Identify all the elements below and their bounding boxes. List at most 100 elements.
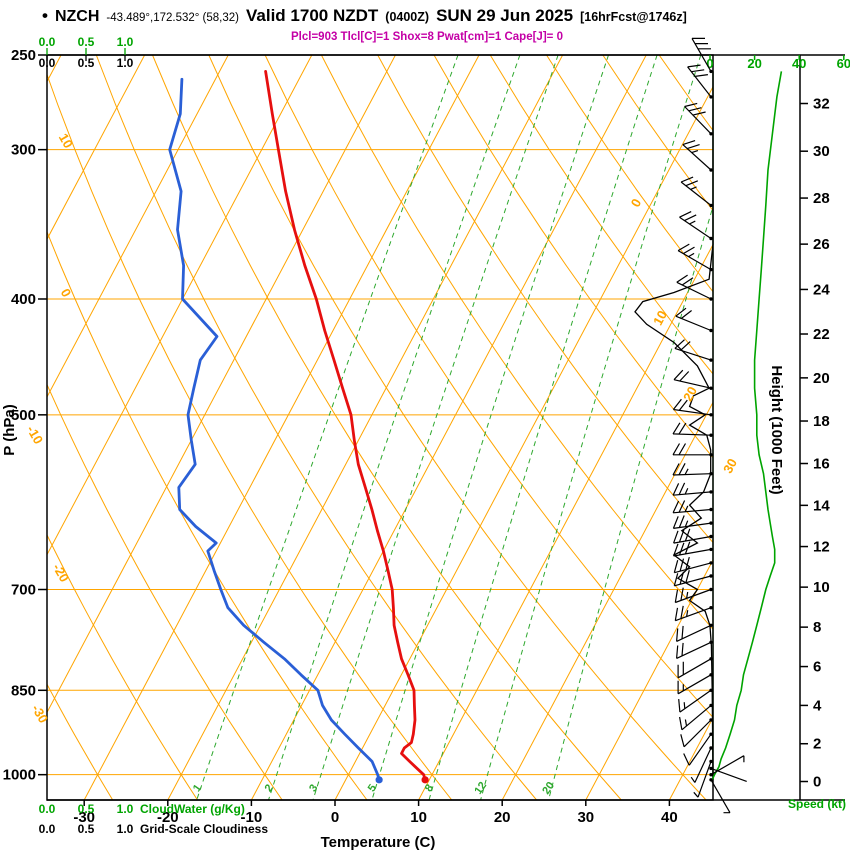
- height-tick-label: 14: [813, 497, 830, 514]
- wind-barb: [710, 755, 745, 776]
- adiabat-label: -20: [50, 561, 72, 585]
- wind-barb: [678, 689, 712, 713]
- pressure-tick-label: 400: [11, 291, 36, 308]
- wind-barb-origin: [709, 657, 713, 661]
- wind-speed-curve: [711, 71, 783, 781]
- height-axis-title: Height (1000 Feet): [768, 365, 785, 494]
- wind-barb-origin: [709, 547, 713, 552]
- temp-tick-label: 0: [331, 809, 339, 826]
- wind-barb: [677, 674, 712, 695]
- height-tick-label: 8: [813, 619, 821, 636]
- height-tick-label: 26: [813, 236, 830, 253]
- wind-barb: [690, 747, 712, 783]
- wind-barb: [673, 556, 712, 574]
- temperature-curve: [264, 70, 427, 782]
- height-tick-label: 28: [813, 190, 830, 207]
- wind-barb: [710, 767, 747, 782]
- mixing-ratio-label: 5: [366, 782, 379, 794]
- plot-frame: [46, 54, 845, 801]
- background-grid: [47, 55, 713, 800]
- wind-barb: [677, 658, 712, 679]
- wind-barb: [672, 515, 712, 529]
- wind-barb-origin: [709, 521, 713, 525]
- wind-barb: [680, 176, 712, 206]
- wind-barb-origin: [709, 606, 713, 610]
- height-tick-label: 6: [813, 659, 821, 676]
- valid-time-z: (0400Z): [385, 10, 430, 24]
- wind-barb-origin: [709, 587, 713, 592]
- speed-tick-label: 60: [837, 56, 850, 71]
- speed-tick-label: 0: [706, 56, 713, 71]
- wind-barb: [676, 274, 712, 300]
- pressure-tick-label: 850: [11, 682, 36, 699]
- dewpoint-curve: [168, 77, 381, 782]
- header-title: • NZCH -43.489°,172.532° (58,32) Valid 1…: [42, 6, 687, 26]
- wind-barb-origin: [709, 773, 713, 777]
- wind-barb: [677, 243, 712, 271]
- wind-barb: [710, 779, 731, 814]
- cloudwater-scale-bottom: 0.5: [78, 802, 95, 816]
- cloudwater-scale-top: 1.0: [117, 35, 134, 49]
- speed-tick-label: 20: [747, 56, 761, 71]
- wind-barb-origin: [709, 507, 713, 512]
- wind-barb: [684, 102, 712, 135]
- wind-barb: [672, 482, 712, 496]
- mixing-ratio-label: 8: [423, 782, 436, 794]
- station-id: NZCH: [54, 8, 100, 25]
- adiabat-label: 0: [58, 286, 75, 300]
- height-tick-label: 30: [813, 143, 830, 160]
- wind-barb: [693, 761, 712, 798]
- station-coords: -43.489°,172.532° (58,32): [106, 12, 239, 24]
- cloudwater-scale-top: 0.5: [78, 35, 95, 49]
- wind-barb-origin: [709, 358, 713, 362]
- cloudwater-scale-top: 0.0: [39, 35, 56, 49]
- cloudiness-scale-bottom: 1.0: [117, 822, 134, 836]
- wind-barb-origin: [709, 168, 713, 172]
- wind-barb-origin: [709, 673, 713, 677]
- mixing-ratio-labels: 1 2 3 5 8 12 20: [191, 780, 557, 797]
- wind-barb-origin: [709, 640, 713, 644]
- wind-barb: [673, 528, 712, 544]
- stability-params: Plcl=903 Tlcl[C]=1 Shox=8 Pwat[cm]=1 Cap…: [291, 31, 563, 43]
- wind-barb-origin: [709, 453, 713, 457]
- temp-tick-label: -10: [241, 809, 263, 826]
- pressure-tick-label: 700: [11, 582, 36, 599]
- wind-barb: [673, 541, 712, 557]
- cloud-scales: 0.0 0.0 0.0 0.0 0.5 0.5 0.5 0.5 1.0 1.0 1.0 1.0 Clou…: [39, 35, 269, 836]
- pressure-axis-title: P (hPa): [1, 404, 18, 455]
- sounding-curves: [168, 70, 427, 782]
- station-bullet-icon: •: [42, 6, 48, 25]
- temp-tick-label: -20: [157, 809, 179, 826]
- wind-barb-origin: [709, 413, 713, 417]
- wind-barb: [672, 422, 712, 436]
- temperature-axis: -30 -20 -10 0 10 20 30 40: [73, 800, 678, 826]
- forecast-hour: [16hrFcst@1746z]: [580, 10, 687, 24]
- wind-barb-origin: [709, 95, 713, 99]
- isotherm-label: 30: [720, 456, 740, 476]
- wind-barb-origin: [709, 718, 713, 722]
- wind-barb-origin: [709, 703, 713, 708]
- wind-barb-origin: [709, 328, 713, 333]
- wind-barb: [676, 624, 712, 642]
- wind-barb-origin: [709, 297, 713, 301]
- wind-barb-origin: [709, 778, 713, 782]
- wind-barb-origin: [709, 574, 713, 578]
- temp-tick-label: 30: [577, 809, 594, 826]
- adiabat-label: 10: [56, 131, 76, 151]
- wind-barb: [674, 339, 712, 361]
- wind-barb: [682, 140, 712, 171]
- pressure-axis: 250 300 400 500 700 850 1000: [3, 47, 47, 784]
- dry-adiabat-lines: [47, 55, 713, 800]
- pressure-tick-label: 1000: [3, 767, 36, 784]
- cloudiness-scale-top: 0.5: [78, 56, 95, 70]
- height-tick-label: 18: [813, 413, 830, 430]
- cloudiness-scale-top: 1.0: [117, 56, 134, 70]
- mixing-ratio-label: 1: [191, 782, 204, 794]
- height-tick-label: 22: [813, 326, 830, 343]
- wind-barb: [691, 37, 712, 72]
- wind-barb: [687, 64, 712, 98]
